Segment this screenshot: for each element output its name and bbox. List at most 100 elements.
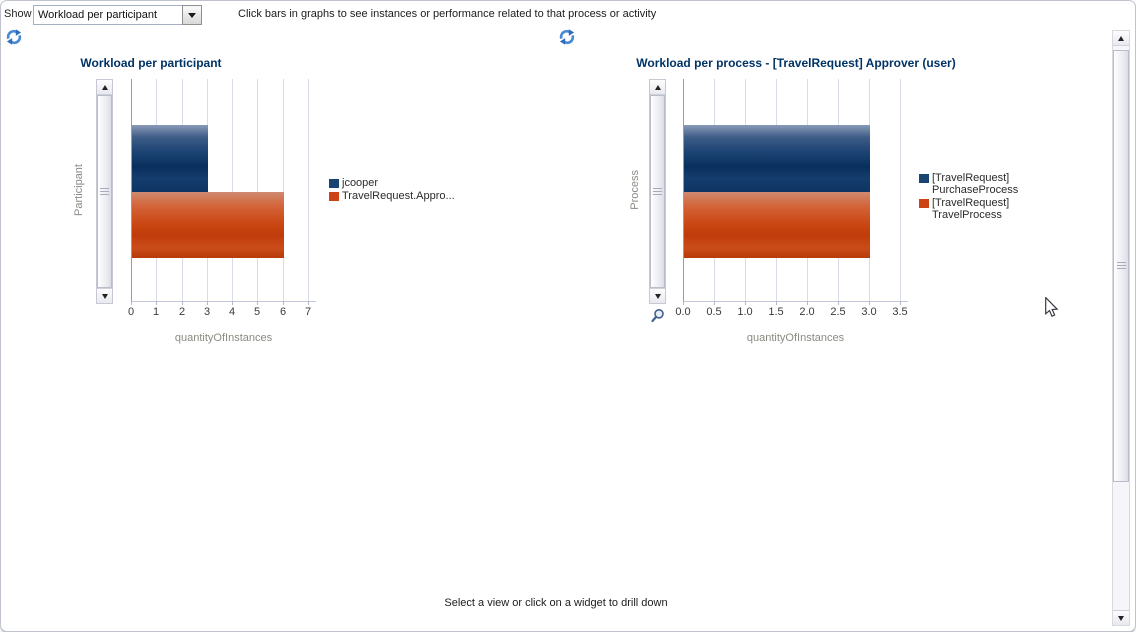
- plot-area: [683, 79, 908, 302]
- legend-item: jcooper: [329, 177, 455, 189]
- grip-icon: [1116, 262, 1126, 270]
- x-tick-label: 2.0: [799, 306, 815, 318]
- x-ticks: 0 1 2 3 4 5 6 7: [127, 301, 316, 321]
- legend-swatch: [329, 179, 339, 188]
- axis-tick-mark: [232, 301, 233, 305]
- show-label: Show: [4, 8, 32, 20]
- scroll-down-button[interactable]: [97, 288, 112, 303]
- scroll-thumb[interactable]: [650, 95, 665, 288]
- chart-title: Workload per process - [TravelRequest] A…: [636, 56, 956, 70]
- scroll-up-arrow-icon: [654, 84, 661, 90]
- bar-blue[interactable]: [684, 125, 870, 192]
- x-tick-label: 2: [178, 306, 186, 318]
- scroll-thumb[interactable]: [97, 95, 112, 288]
- chart-widget-workload-per-participant[interactable]: Workload per participant Participant 0 1 2…: [1, 51, 553, 361]
- axis-tick-mark: [182, 301, 183, 305]
- legend-label: jcooper: [342, 177, 379, 189]
- hint-text: Click bars in graphs to see instances or…: [238, 8, 657, 20]
- scroll-up-button[interactable]: [650, 80, 665, 95]
- scroll-thumb[interactable]: [1113, 50, 1129, 482]
- x-tick-label: 6: [279, 306, 287, 318]
- zoom-button[interactable]: [650, 308, 666, 324]
- axis-tick-mark: [869, 301, 870, 305]
- axis-tick-mark: [776, 301, 777, 305]
- x-tick-label: 0.5: [706, 306, 722, 318]
- axis-tick-mark: [131, 301, 132, 305]
- grip-icon: [653, 187, 662, 196]
- legend-item: [TravelRequest] TravelProcess: [919, 197, 1018, 221]
- page-scrollbar[interactable]: [1112, 30, 1130, 626]
- legend-label: [TravelRequest] PurchaseProcess: [932, 172, 1019, 196]
- magnifier-icon: [651, 309, 664, 323]
- chart-scrollbar[interactable]: [96, 79, 113, 304]
- chart-title: Workload per participant: [80, 56, 222, 70]
- x-tick-label: 3.0: [861, 306, 877, 318]
- view-dropdown-value: Workload per participant: [38, 9, 158, 21]
- x-tick-label: 3: [203, 306, 211, 318]
- axis-tick-mark: [257, 301, 258, 305]
- scroll-down-button[interactable]: [650, 288, 665, 303]
- scroll-up-button[interactable]: [1113, 31, 1129, 46]
- x-axis-title: quantityOfInstances: [174, 332, 273, 344]
- legend: jcooper TravelRequest.Appro...: [329, 177, 455, 203]
- x-tick-label: 1.5: [768, 306, 784, 318]
- axis-tick-mark: [683, 301, 684, 305]
- chart-widget-workload-per-process[interactable]: Workload per process - [TravelRequest] A…: [553, 51, 1113, 361]
- axis-tick-mark: [283, 301, 284, 305]
- scroll-up-arrow-icon: [101, 84, 108, 90]
- x-tick-label: 3.5: [892, 306, 908, 318]
- refresh-icon: [559, 29, 575, 45]
- axis-tick-mark: [807, 301, 808, 305]
- refresh-button-right[interactable]: [558, 28, 576, 46]
- x-tick-label: 7: [304, 306, 312, 318]
- axis-tick-mark: [838, 301, 839, 305]
- legend-label: [TravelRequest] TravelProcess: [932, 197, 1010, 221]
- axis-tick-mark: [207, 301, 208, 305]
- bar-red[interactable]: [684, 191, 870, 258]
- gridline: [283, 79, 284, 301]
- x-axis-title: quantityOfInstances: [746, 332, 845, 344]
- scroll-down-arrow-icon: [654, 293, 661, 299]
- footer-message: Select a view or click on a widget to dr…: [444, 597, 668, 609]
- axis-tick-mark: [745, 301, 746, 305]
- x-tick-label: 1: [152, 306, 160, 318]
- axis-tick-mark: [156, 301, 157, 305]
- plot-area: [131, 79, 316, 302]
- x-tick-label: 5: [253, 306, 261, 318]
- x-tick-label: 0: [127, 306, 135, 318]
- view-dropdown-button[interactable]: [182, 5, 202, 25]
- legend-item: [TravelRequest] PurchaseProcess: [919, 172, 1018, 196]
- legend-swatch: [919, 199, 929, 208]
- gridline: [308, 79, 309, 301]
- y-axis-title: Participant: [73, 164, 85, 216]
- y-axis-title: Process: [629, 170, 641, 210]
- toolbar: Show Workload per participant Click bars…: [1, 1, 1135, 27]
- x-tick-label: 2.5: [830, 306, 846, 318]
- gridline: [232, 79, 233, 301]
- scroll-down-button[interactable]: [1113, 610, 1129, 625]
- x-tick-label: 0.0: [675, 306, 691, 318]
- chevron-down-icon: [188, 12, 196, 18]
- scroll-down-arrow-icon: [101, 293, 108, 299]
- bar-blue[interactable]: [132, 125, 208, 192]
- scroll-down-arrow-icon: [1118, 615, 1124, 621]
- scroll-up-button[interactable]: [97, 80, 112, 95]
- chart-scrollbar[interactable]: [649, 79, 666, 304]
- grip-icon: [100, 187, 109, 196]
- gridline: [131, 79, 132, 301]
- x-ticks: 0.0 0.5 1.0 1.5 2.0 2.5 3.0 3.5: [675, 301, 908, 321]
- legend-swatch: [919, 174, 929, 183]
- refresh-button-left[interactable]: [5, 28, 23, 46]
- view-dropdown[interactable]: Workload per participant: [33, 5, 185, 25]
- axis-tick-mark: [308, 301, 309, 305]
- axis-tick-mark: [900, 301, 901, 305]
- bar-red[interactable]: [132, 191, 284, 258]
- x-tick-label: 1.0: [737, 306, 753, 318]
- x-tick-label: 4: [228, 306, 236, 318]
- legend: [TravelRequest] PurchaseProcess [TravelReq…: [919, 172, 1018, 222]
- scroll-up-arrow-icon: [1118, 35, 1124, 41]
- refresh-icon: [6, 29, 22, 45]
- legend-swatch: [329, 192, 339, 201]
- legend-item: TravelRequest.Appro...: [329, 190, 455, 202]
